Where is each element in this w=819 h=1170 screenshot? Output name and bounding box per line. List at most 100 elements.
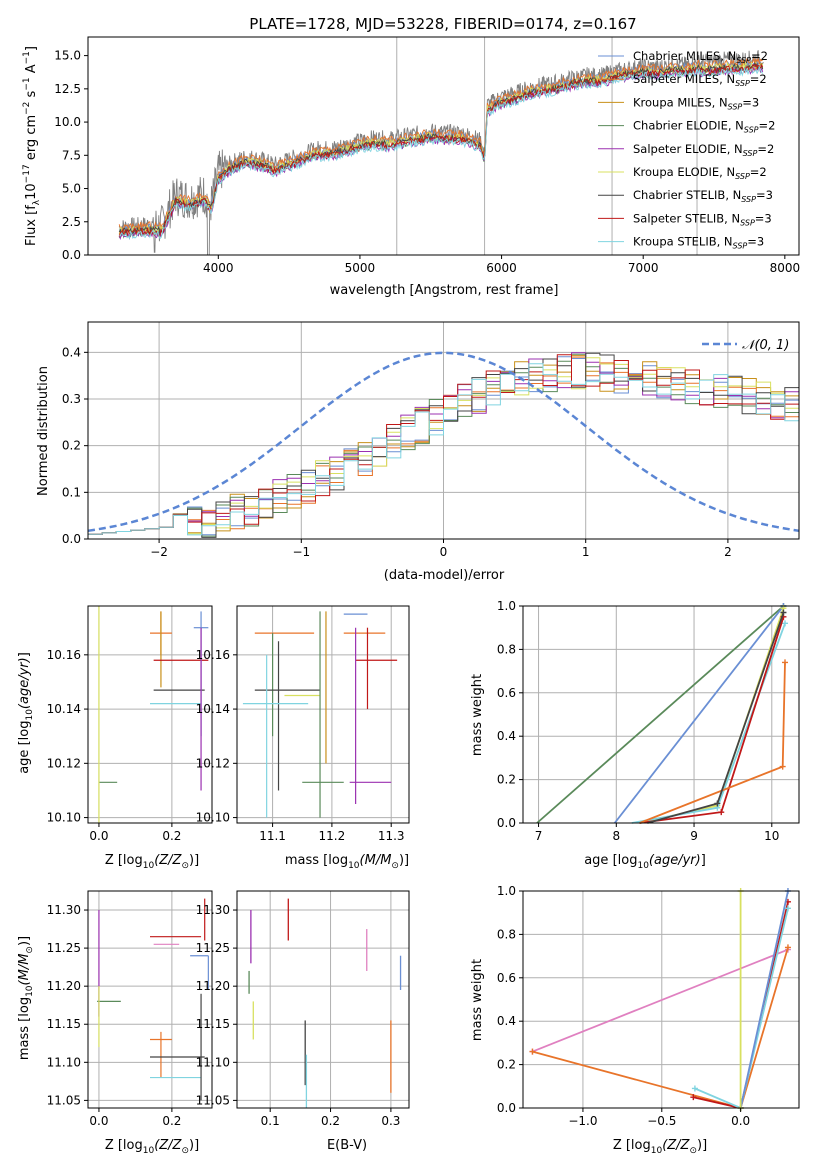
legend-label-2: Kroupa MILES, NSSP=3: [633, 95, 759, 111]
p5-xtick-label: 10: [764, 829, 779, 843]
residual-hist-7: [88, 354, 799, 535]
p7-ytick-label: 11.15: [196, 1017, 230, 1031]
spectrum-ytick-label: 10.0: [54, 115, 81, 129]
p3-ytick-label: 10.14: [47, 702, 81, 716]
legend-label-8: Kroupa STELIB, NSSP=3: [633, 235, 764, 251]
mass-vs-Z-xlabel: Z [log10(Z/Z⊙)]: [105, 1138, 199, 1156]
weight-z-marker-3-2: [784, 905, 791, 912]
weight-age-marker-3-1: [782, 620, 789, 627]
p7-ytick-label: 11.30: [196, 903, 230, 917]
weight-age-line-6: [647, 612, 785, 824]
spectrum-axes-frame: [87, 36, 800, 256]
weight-vs-age-xlabel: age [log10(age/yr)]: [584, 853, 706, 871]
p7-ytick-label: 11.20: [196, 979, 230, 993]
p3-xtick-label: 0.0: [89, 829, 108, 843]
residual-xtick-label: 1: [582, 545, 590, 559]
p4-frame: [236, 605, 410, 824]
p7-xtick-label: 0.1: [261, 1114, 280, 1128]
weight-z-line-0: [532, 948, 789, 1053]
weight-age-line-4: [639, 616, 785, 824]
p8-xtick-label: −0.5: [647, 1114, 676, 1128]
p8-ytick-label: 0.6: [497, 971, 516, 985]
p5-ytick-label: 0.2: [497, 773, 516, 787]
mass-vs-ebv-xlabel: E(B-V): [327, 1138, 367, 1153]
spectrum-xtick-label: 8000: [770, 261, 801, 275]
residual-xtick-label: −1: [292, 545, 310, 559]
p5-xtick-label: 7: [535, 829, 543, 843]
p4-xtick-label: 11.1: [259, 829, 286, 843]
mass-vs-Z-panel: 0.0 0.2 11.05 11.10 11.15 11.20 11.25 11.30: [47, 890, 213, 1128]
p5-frame: [522, 605, 800, 824]
age-vs-mass-xlabel: mass [log10(M/M⊙)]: [285, 853, 409, 871]
spectrum-legend: Chabrier MILES, NSSP=2 Salpeter MILES, NS…: [598, 49, 775, 251]
observed-spectrum: [118, 50, 764, 256]
p3-ytick-label: 10.10: [47, 811, 81, 825]
p8-xtick-label: 0.0: [731, 1114, 750, 1128]
age-vs-Z-xlabel: Z [log10(Z/Z⊙)]: [105, 853, 199, 871]
p6-marks: [97, 898, 209, 1101]
p4-ytick-label: 10.10: [196, 811, 230, 825]
weight-age-line-5: [639, 662, 786, 824]
p4-marks: [242, 611, 398, 818]
p5-marks: [536, 603, 789, 824]
p5-ytick-label: 0.8: [497, 642, 516, 656]
p4-xtick-label: 11.2: [319, 829, 346, 843]
spectrum-ytick-label: 7.5: [62, 148, 81, 162]
p8-ytick-label: 0.0: [497, 1101, 516, 1115]
p5-ytick-label: 0.0: [497, 816, 516, 830]
weight-age-line-3: [631, 623, 786, 824]
p5-ytick-label: 1.0: [497, 599, 516, 613]
spectrum-xtick-label: 7000: [628, 261, 659, 275]
p8-xtick-label: −1.0: [568, 1114, 597, 1128]
p6-ytick-label: 11.20: [47, 979, 81, 993]
p3-frame: [87, 605, 213, 824]
legend-label-6: Chabrier STELIB, NSSP=3: [633, 188, 773, 204]
legend-label-0: Chabrier MILES, NSSP=2: [633, 49, 768, 65]
p3-ytick-label: 10.12: [47, 756, 81, 770]
p7-frame: [236, 890, 410, 1109]
p3-marks: [98, 606, 209, 823]
spectrum-xtick-label: 6000: [486, 261, 517, 275]
weight-z-marker-3-0: [691, 1085, 698, 1092]
p5-ytick-label: 0.4: [497, 729, 516, 743]
legend-label-7: Salpeter STELIB, NSSP=3: [633, 211, 772, 227]
residual-ytick-label: 0.0: [62, 532, 81, 546]
age-vs-Z-panel: 0.0 0.2 10.10 10.12 10.14 10.16: [47, 605, 213, 843]
weight-age-marker-6-0: [714, 800, 721, 807]
residual-panel: −2 −1 0 1 2 0.0 0.1 0.2 0.3 0.4 𝒩(0, 1) (data-mod…: [36, 321, 800, 583]
residual-xtick-label: −2: [150, 545, 168, 559]
p4-ytick-label: 10.14: [196, 702, 230, 716]
age-vs-Z-ylabel: age [log10(age/yr)]: [17, 652, 35, 774]
weight-age-line-1: [613, 605, 785, 824]
weight-vs-age-ylabel: mass weight: [470, 674, 485, 756]
weight-z-marker-1-0: [529, 1048, 536, 1055]
spectrum-xtick-label: 4000: [203, 261, 234, 275]
p7-xtick-label: 0.2: [321, 1114, 340, 1128]
spectrum-xtick-label: 5000: [345, 261, 376, 275]
legend-label-5: Kroupa ELODIE, NSSP=2: [633, 165, 767, 181]
p7-ytick-label: 11.10: [196, 1055, 230, 1069]
p8-ytick-label: 0.4: [497, 1014, 516, 1028]
p5-xtick-label: 8: [612, 829, 620, 843]
residual-ytick-label: 0.2: [62, 439, 81, 453]
spectrum-panel: 4000 5000 6000 7000 8000 0.0 2.5 5.0 7.5 10.0 12.5…: [22, 36, 801, 298]
spectrum-ytick-label: 2.5: [62, 215, 81, 229]
weight-vs-Z-xlabel: Z [log10(Z/Z⊙)]: [613, 1138, 707, 1156]
p8-ytick-label: 0.2: [497, 1058, 516, 1072]
p8-ytick-label: 1.0: [497, 884, 516, 898]
weight-age-marker-5-0: [779, 763, 786, 770]
spectrum-ytick-label: 0.0: [62, 248, 81, 262]
model-line-8: [119, 65, 764, 240]
p8-marks: [529, 888, 791, 1111]
p4-xtick-label: 11.3: [378, 829, 405, 843]
mass-vs-ebv-panel: 0.1 0.2 0.3 11.05 11.10 11.15 11.20 11.25 11.30: [196, 890, 410, 1128]
p7-marks: [248, 898, 402, 1108]
residual-xtick-label: 2: [724, 545, 732, 559]
weight-age-marker-5-1: [782, 659, 789, 666]
residual-hist-8: [88, 363, 799, 536]
residual-xlabel: (data-model)/error: [384, 568, 505, 583]
weight-age-line-0: [536, 605, 785, 824]
p6-ytick-label: 11.15: [47, 1017, 81, 1031]
residual-xtick-label: 0: [440, 545, 448, 559]
